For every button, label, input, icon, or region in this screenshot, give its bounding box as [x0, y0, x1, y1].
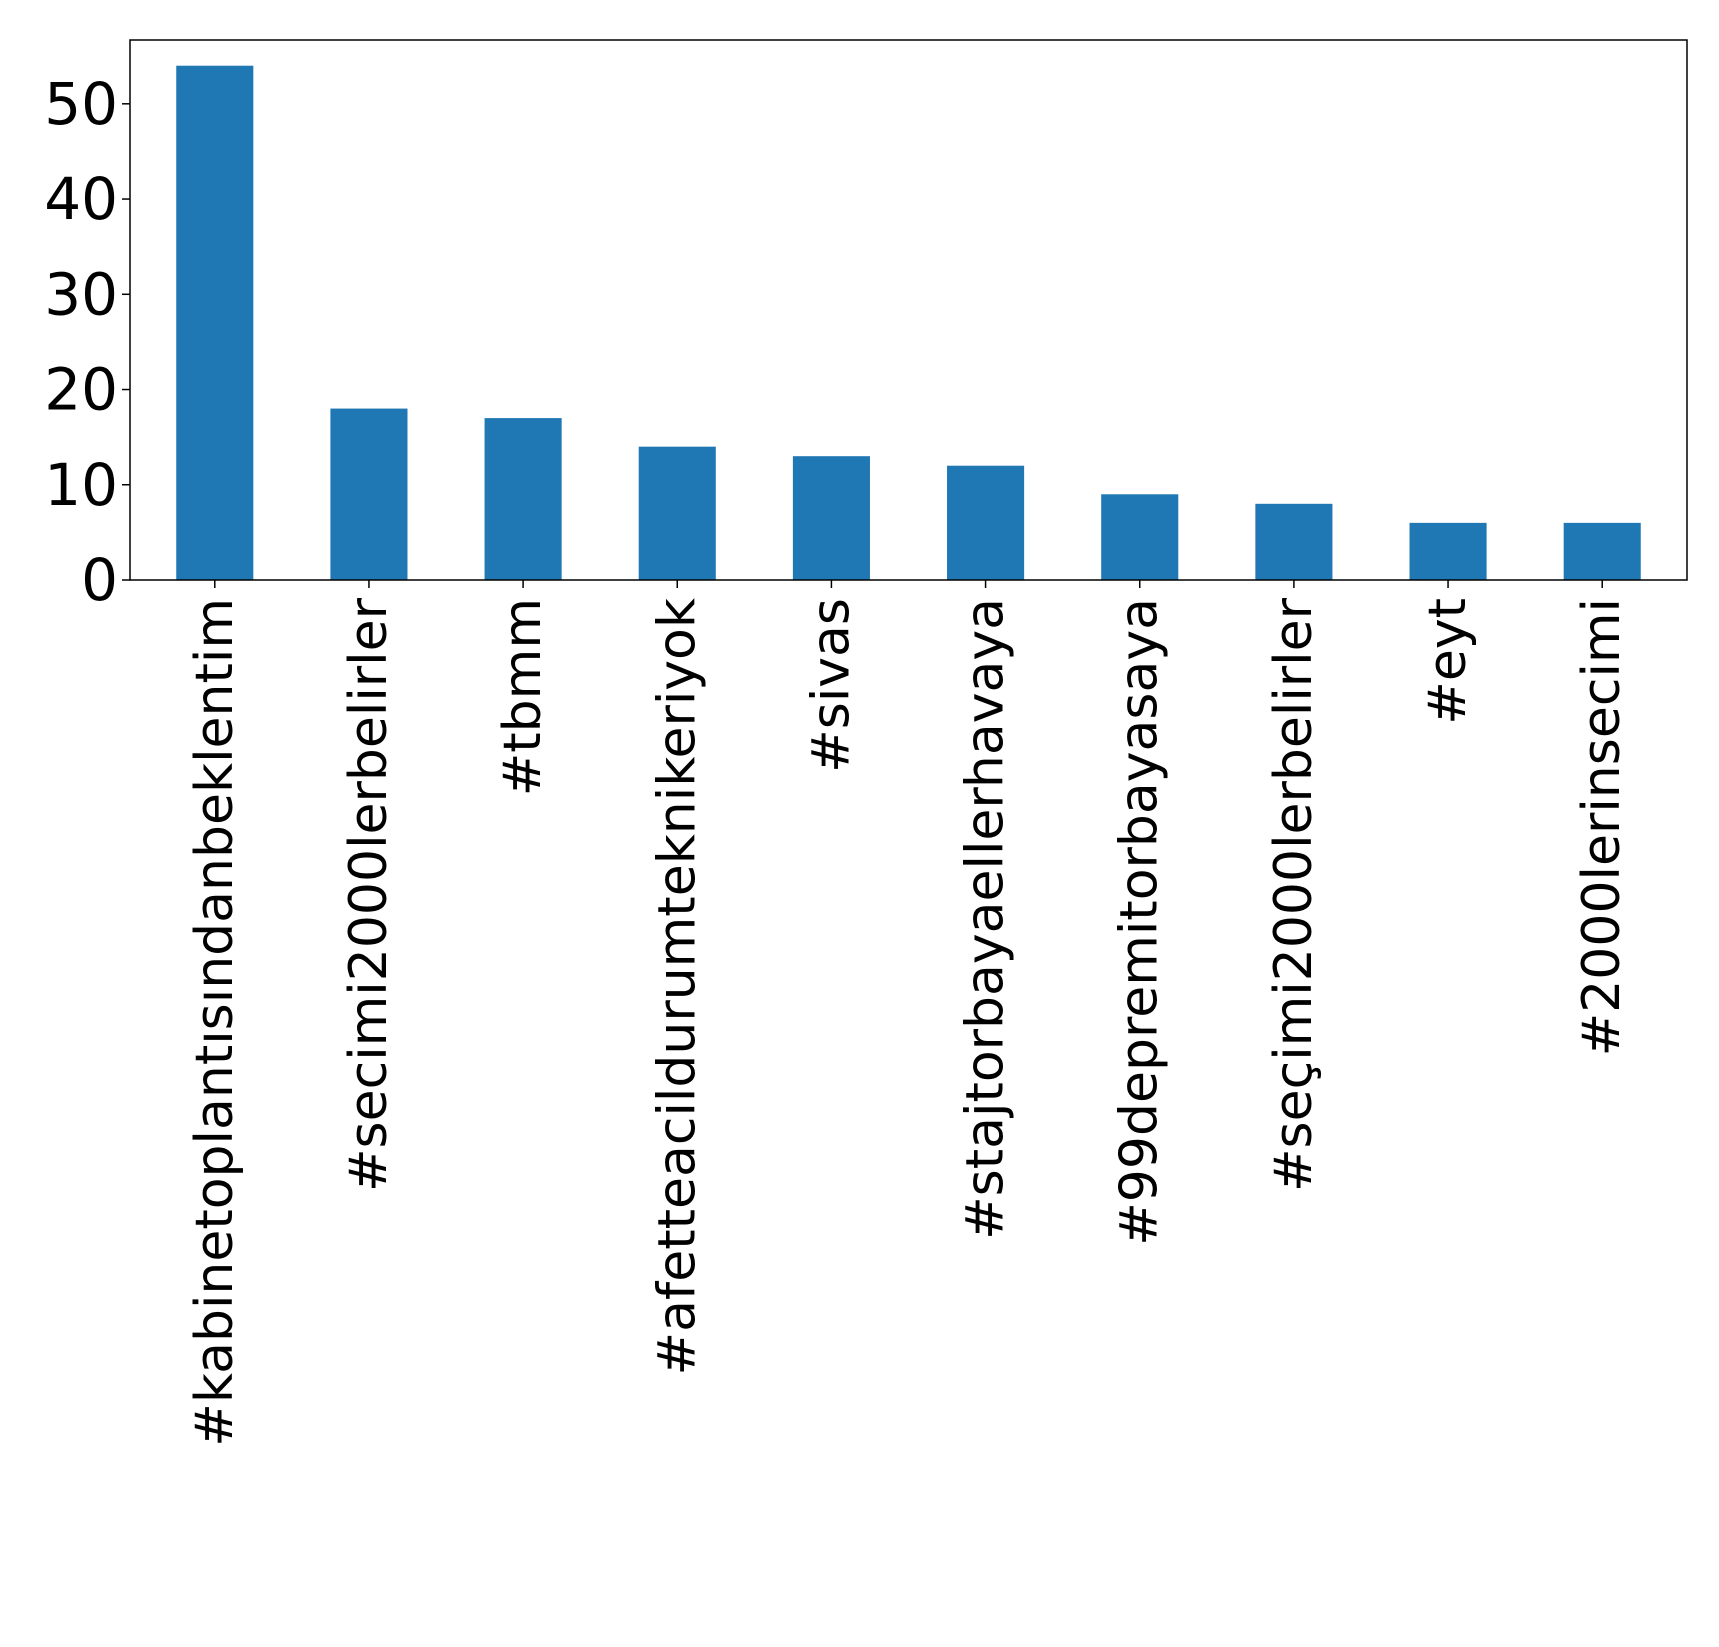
plot-frame	[129, 39, 1688, 581]
y-tick-label: 30	[44, 260, 118, 328]
y-tick-label: 50	[44, 70, 118, 138]
y-tick-label: 0	[81, 546, 118, 614]
x-tick-label: #secimi2000lerbelirler	[339, 597, 399, 1192]
x-tick-label: #sivas	[801, 598, 861, 773]
x-tick-label: #2000lerinsecimi	[1572, 598, 1632, 1056]
bar	[1101, 494, 1179, 580]
bar	[792, 456, 870, 580]
bar	[330, 408, 408, 580]
bar	[1563, 522, 1641, 580]
x-tick-label: #tbmm	[493, 598, 553, 796]
x-tick-label: #stajtorbayaellerhavaya	[956, 598, 1016, 1240]
x-tick-label: #kabinetoplantısındanbeklentim	[185, 598, 245, 1447]
x-tick-label: #afetteacildurumteknikeriyok	[647, 598, 707, 1376]
x-tick-label: #eyt	[1418, 598, 1478, 725]
y-tick-label: 20	[44, 356, 118, 424]
bar	[1255, 503, 1333, 580]
x-tick-label: #99depremitorbayasaya	[1110, 598, 1170, 1246]
bar	[484, 418, 562, 580]
x-axis-ticks: #kabinetoplantısındanbeklentim #secimi200…	[185, 580, 1632, 1447]
x-tick-label: #seçimi2000lerbelirler	[1264, 597, 1324, 1192]
bar	[947, 465, 1025, 580]
bar	[176, 65, 254, 580]
bar	[1409, 522, 1487, 580]
y-tick-label: 10	[44, 451, 118, 519]
y-tick-label: 40	[44, 165, 118, 233]
bars-group	[176, 65, 1641, 580]
bar	[638, 446, 716, 580]
y-axis-ticks: 0 10 20 30 40 50	[44, 70, 130, 614]
